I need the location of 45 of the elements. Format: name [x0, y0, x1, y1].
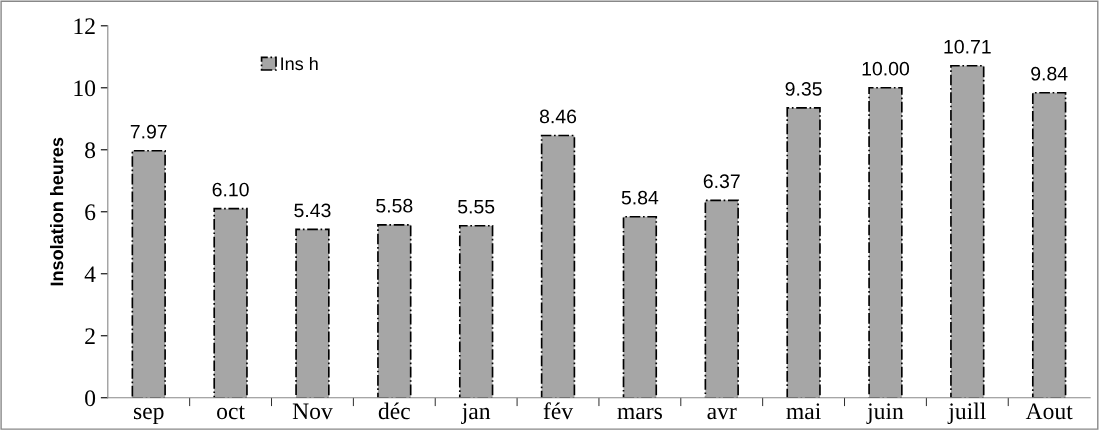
x-tick-label: mai [786, 403, 821, 420]
bar [1031, 91, 1067, 398]
data-label: 10.71 [944, 39, 991, 54]
x-tick-label: jan [461, 403, 491, 425]
data-label: 8.46 [539, 109, 577, 124]
data-label: 9.84 [1031, 66, 1068, 81]
y-tick-label: 6 [85, 204, 96, 221]
data-label: 9.35 [785, 81, 822, 96]
x-tick-label: mars [617, 407, 662, 420]
x-tick-label: juill [947, 402, 986, 425]
x-tick-label: Aout [1025, 403, 1073, 420]
y-tick-label: 10 [74, 80, 96, 97]
data-label: 10.00 [862, 61, 910, 76]
y-tick-label: 4 [84, 266, 96, 282]
bar [786, 107, 821, 398]
data-label: 5.84 [621, 190, 659, 205]
data-label: 6.37 [703, 174, 740, 189]
bar [295, 228, 330, 398]
bar [458, 224, 494, 398]
data-label: 5.43 [294, 203, 331, 218]
y-tick-label: 2 [85, 328, 95, 344]
data-label: 6.10 [212, 182, 249, 197]
bar [704, 199, 739, 398]
y-axis-title: Insolation heures [50, 137, 64, 286]
x-tick-label: oct [217, 405, 245, 420]
data-label: 5.55 [458, 199, 495, 214]
bar [540, 134, 576, 398]
data-label: 7.97 [130, 124, 167, 139]
x-tick-label: sep [133, 407, 164, 425]
bar [213, 207, 248, 398]
bar [622, 215, 658, 398]
x-tick-label: fév [543, 402, 574, 420]
bar [131, 149, 166, 398]
bar [950, 64, 985, 398]
y-tick-label: 0 [85, 390, 96, 407]
bar [377, 223, 412, 398]
legend-label: Ins h [281, 56, 318, 71]
data-label: 5.58 [376, 198, 413, 213]
x-tick-label: déc [378, 402, 410, 420]
y-tick-label: 8 [85, 142, 96, 159]
x-tick-label: avr [707, 407, 737, 420]
bar [868, 86, 903, 398]
x-tick-label: juin [866, 403, 904, 425]
x-tick-label: Nov [292, 403, 333, 420]
y-tick-label: 12 [74, 18, 95, 34]
